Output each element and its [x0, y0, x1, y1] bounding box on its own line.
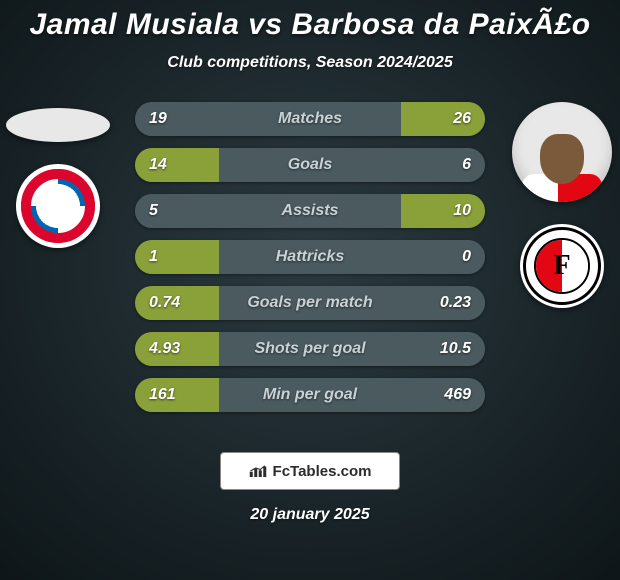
club-left-badge	[16, 164, 100, 248]
stat-left-fill	[135, 102, 219, 136]
stat-row: Goals per match0.740.23	[135, 286, 485, 320]
stat-left-fill	[135, 332, 219, 366]
club-right-badge: F	[520, 224, 604, 308]
brand-badge: FcTables.com	[220, 452, 400, 490]
brand-chart-icon	[249, 464, 267, 478]
feyenoord-icon: F	[523, 227, 601, 305]
stat-right-fill	[401, 378, 485, 412]
bayern-icon	[21, 169, 95, 243]
brand-text: FcTables.com	[273, 463, 372, 480]
comparison-subtitle: Club competitions, Season 2024/2025	[0, 54, 620, 72]
stat-right-fill	[401, 332, 485, 366]
stat-row: Shots per goal4.9310.5	[135, 332, 485, 366]
comparison-title: Jamal Musiala vs Barbosa da PaixÃ£o	[0, 0, 620, 42]
stat-left-fill	[135, 240, 219, 274]
stat-right-fill	[401, 240, 485, 274]
player-left-avatar	[6, 108, 110, 142]
player-right-column: F	[512, 102, 612, 308]
stat-right-fill	[401, 148, 485, 182]
stat-row: Assists510	[135, 194, 485, 228]
stat-row: Matches1926	[135, 102, 485, 136]
stat-right-fill	[401, 286, 485, 320]
stat-left-fill	[135, 194, 219, 228]
stat-row: Hattricks10	[135, 240, 485, 274]
date-label: 20 january 2025	[0, 506, 620, 524]
stat-right-fill	[401, 194, 485, 228]
stat-row: Goals146	[135, 148, 485, 182]
player-right-avatar	[512, 102, 612, 202]
stat-bars: Matches1926 Goals146 Assists510 Hattricks10…	[135, 102, 485, 412]
stat-left-fill	[135, 286, 219, 320]
player-left-column	[8, 102, 108, 248]
stat-left-fill	[135, 378, 219, 412]
stat-row: Min per goal161469	[135, 378, 485, 412]
stats-stage: F Matches1926 Goals146 Assists510 Hattricks…	[0, 102, 620, 422]
stat-left-fill	[135, 148, 219, 182]
stat-right-fill	[401, 102, 485, 136]
